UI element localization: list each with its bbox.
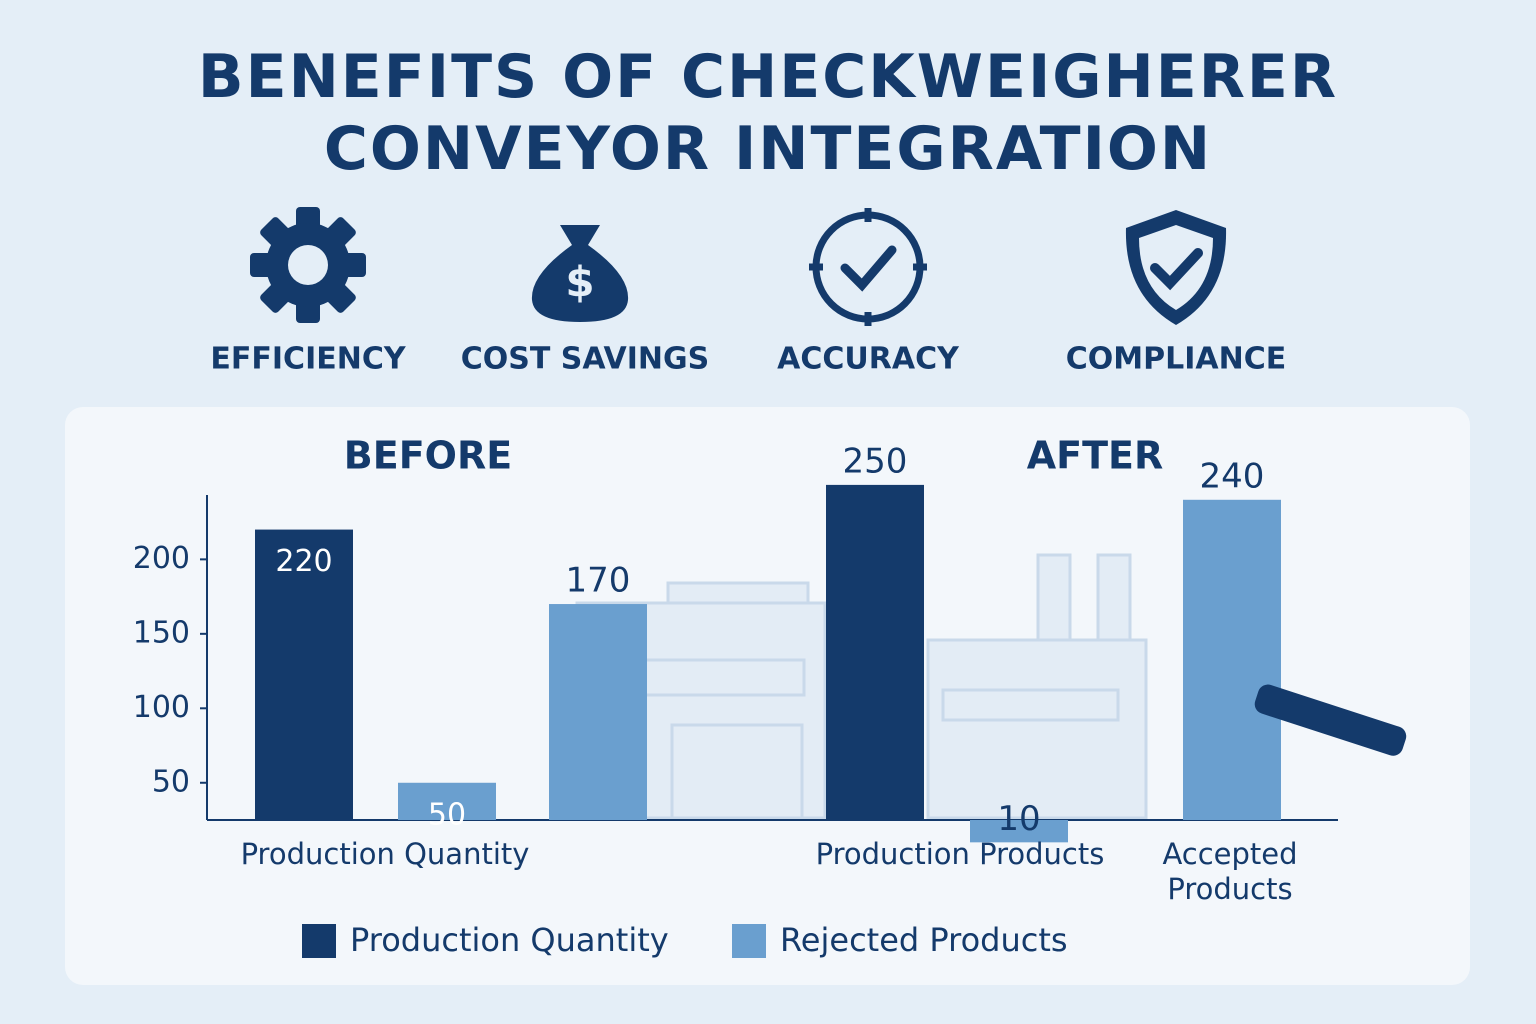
legend-label: Production Quantity: [350, 921, 669, 959]
title-line: CONVEYOR INTEGRATION: [324, 114, 1212, 184]
bar: [255, 529, 353, 820]
panel-title: AFTER: [1027, 434, 1164, 478]
svg-text:$: $: [565, 258, 594, 307]
benefit-label: ACCURACY: [777, 342, 960, 377]
value-label: 220: [275, 544, 332, 579]
value-label: 10: [997, 799, 1040, 839]
y-tick-label: 100: [133, 690, 190, 725]
x-label-line: Products: [1167, 872, 1292, 906]
x-label-line: Accepted: [1162, 837, 1297, 871]
y-tick-label: 150: [133, 615, 190, 650]
y-tick-label: 50: [152, 764, 190, 799]
legend-label: Rejected Products: [780, 921, 1068, 959]
shield-icon: [1125, 210, 1227, 325]
title-line: BENEFITS OF CHECKWEIGHERER: [198, 42, 1338, 112]
bar: [1183, 499, 1281, 820]
bar: [398, 782, 496, 820]
value-label: 250: [843, 441, 908, 481]
money-bag-icon: $: [531, 225, 629, 322]
benefit-label: EFFICIENCY: [210, 342, 406, 377]
decorative-bar: [1254, 684, 1407, 756]
bar: [826, 484, 924, 820]
legend-swatch: [302, 924, 336, 958]
y-tick-label: 200: [133, 541, 190, 576]
value-label: 50: [428, 797, 466, 832]
panel-title: BEFORE: [344, 434, 512, 478]
title: BENEFITS OF CHECKWEIGHERER CONVEYOR INTEG…: [198, 42, 1338, 184]
value-label: 240: [1200, 456, 1265, 496]
benefit-label: COMPLIANCE: [1066, 342, 1286, 377]
legend-swatch: [732, 924, 766, 958]
bar: [549, 604, 647, 820]
x-label: Production Products: [816, 837, 1105, 871]
x-label: Production Quantity: [241, 837, 530, 871]
value-label: 170: [566, 561, 631, 601]
x-label: Accepted Products: [1162, 837, 1297, 906]
benefit-label: COST SAVINGS: [461, 342, 710, 377]
bar: [970, 820, 1068, 843]
gear-icon: [250, 207, 366, 323]
target-check-icon: [809, 208, 927, 326]
